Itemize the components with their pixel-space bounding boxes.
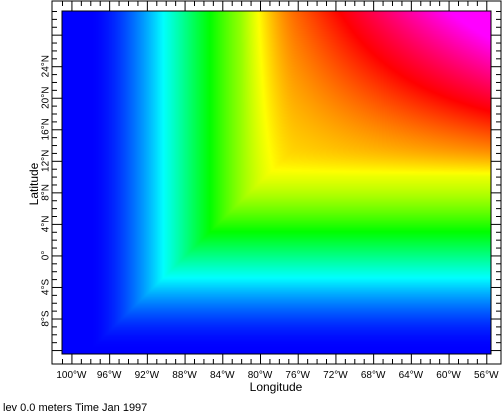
x-tick-label: 76°W — [285, 370, 310, 381]
plot-frame-inner — [61, 10, 492, 355]
x-tick-label: 84°W — [210, 370, 235, 381]
x-tick-label: 96°W — [97, 370, 122, 381]
x-tick-label: 60°W — [436, 370, 461, 381]
plot-svg: 100°W 96°W 92°W 88°W 84°W 80°W 76°W 72°W 68°W 64°… — [27, 0, 502, 394]
x-tick-label: 88°W — [172, 370, 197, 381]
y-tick-label: 12°N — [41, 150, 52, 172]
tick-marks — [52, 1, 501, 364]
y-tick-label: 0° — [41, 251, 52, 261]
heatmap-field — [62, 11, 491, 354]
y-tick-label: 8°S — [41, 310, 52, 327]
x-tick-label: 56°W — [474, 370, 499, 381]
y-tick-label: 4°N — [41, 215, 52, 232]
y-tick-label: 8°N — [41, 184, 52, 201]
x-tick-label: 68°W — [361, 370, 386, 381]
y-tick-labels: 8°S 4°S 0° 4°N 8°N 12°N 16°N 20°N 24°N — [41, 55, 52, 327]
plot-frame-outer — [51, 0, 502, 365]
footer-caption: lev 0.0 meters Time Jan 1997 — [3, 402, 148, 414]
x-tick-labels: 100°W 96°W 92°W 88°W 84°W 80°W 76°W 72°W 68°W 64°… — [56, 370, 499, 381]
x-tick-label: 100°W — [56, 370, 87, 381]
y-tick-label: 16°N — [41, 118, 52, 140]
y-tick-label: 4°S — [41, 279, 52, 296]
x-tick-label: 92°W — [135, 370, 160, 381]
x-tick-label: 72°W — [323, 370, 348, 381]
y-tick-label: 20°N — [41, 87, 52, 109]
y-tick-label: 24°N — [41, 55, 52, 77]
y-axis-title: Latitude — [27, 162, 41, 205]
x-axis-title: Longitude — [250, 380, 303, 394]
x-tick-label: 80°W — [248, 370, 273, 381]
x-tick-label: 64°W — [399, 370, 424, 381]
heatmap-image — [62, 11, 491, 354]
